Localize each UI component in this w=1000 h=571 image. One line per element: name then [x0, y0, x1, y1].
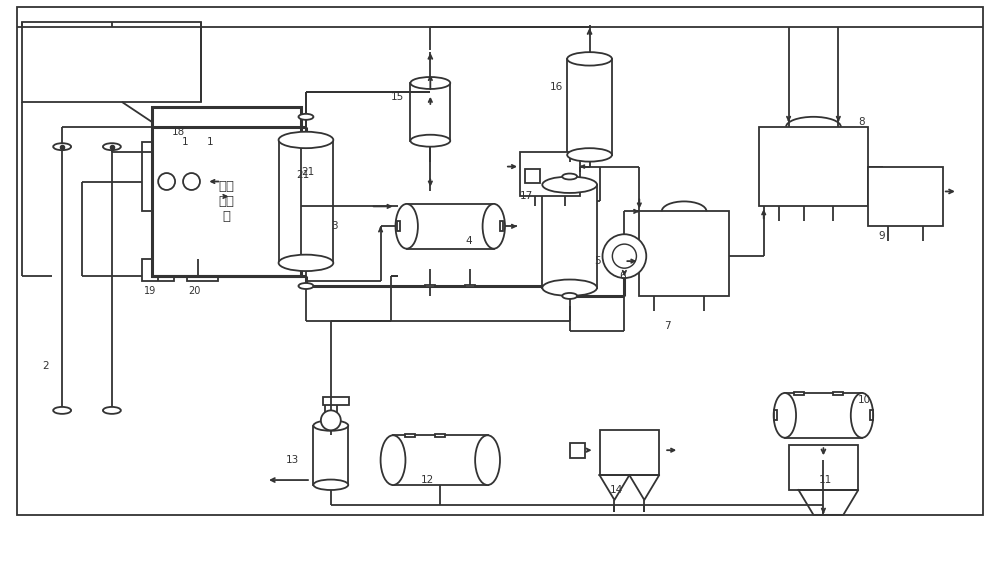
Text: 4: 4: [465, 236, 472, 246]
Bar: [774, 411, 777, 420]
Text: 5: 5: [595, 256, 601, 266]
Bar: [279, 140, 333, 263]
Text: 7: 7: [664, 321, 671, 331]
Text: 气态
污染
物: 气态 污染 物: [218, 180, 234, 223]
Bar: [152, 107, 301, 276]
Text: 8: 8: [858, 117, 865, 127]
Ellipse shape: [410, 135, 450, 147]
Circle shape: [158, 173, 175, 190]
Bar: [425, 284, 435, 287]
Bar: [868, 167, 943, 226]
Text: 21: 21: [296, 170, 309, 179]
Bar: [313, 425, 348, 485]
Bar: [22, 22, 201, 102]
Text: 13: 13: [286, 455, 299, 465]
Ellipse shape: [381, 435, 405, 485]
Ellipse shape: [298, 283, 313, 289]
Ellipse shape: [103, 143, 121, 150]
Ellipse shape: [321, 411, 341, 431]
Bar: [397, 222, 400, 231]
Bar: [142, 259, 174, 281]
Text: 17: 17: [520, 191, 533, 202]
Bar: [525, 168, 540, 183]
Ellipse shape: [542, 176, 597, 193]
Text: 1: 1: [206, 136, 213, 147]
Text: 12: 12: [420, 475, 434, 485]
Ellipse shape: [313, 420, 348, 431]
Text: 9: 9: [878, 231, 885, 241]
Text: 21: 21: [301, 167, 314, 176]
Bar: [435, 434, 445, 437]
Ellipse shape: [410, 77, 450, 89]
Bar: [142, 142, 231, 211]
Bar: [393, 435, 488, 485]
Ellipse shape: [279, 132, 333, 148]
Bar: [794, 392, 804, 395]
Bar: [405, 434, 415, 437]
Bar: [17, 7, 983, 515]
Bar: [465, 284, 475, 287]
Ellipse shape: [103, 407, 121, 414]
Ellipse shape: [475, 435, 500, 485]
Ellipse shape: [567, 148, 612, 162]
Circle shape: [602, 234, 646, 278]
Bar: [542, 185, 597, 288]
Bar: [500, 222, 503, 231]
Bar: [870, 411, 873, 420]
Bar: [567, 59, 612, 155]
Ellipse shape: [562, 293, 577, 299]
Bar: [221, 176, 301, 236]
Ellipse shape: [396, 204, 418, 249]
Ellipse shape: [542, 280, 597, 296]
Text: 20: 20: [189, 286, 201, 296]
Text: 2: 2: [42, 360, 49, 371]
Bar: [639, 211, 729, 296]
Circle shape: [183, 173, 200, 190]
Bar: [759, 127, 868, 206]
Ellipse shape: [567, 52, 612, 66]
Text: 19: 19: [144, 286, 156, 296]
Bar: [187, 259, 218, 281]
Bar: [410, 83, 450, 140]
Ellipse shape: [562, 174, 577, 179]
Text: 15: 15: [391, 92, 404, 102]
Text: 18: 18: [172, 127, 185, 136]
Bar: [600, 431, 659, 475]
Text: 1: 1: [182, 136, 188, 147]
Text: 14: 14: [609, 485, 623, 495]
Ellipse shape: [313, 480, 348, 490]
Bar: [520, 152, 580, 196]
Circle shape: [612, 244, 636, 268]
Bar: [785, 393, 862, 438]
Ellipse shape: [483, 204, 505, 249]
Text: 16: 16: [550, 82, 563, 92]
Text: 3: 3: [331, 222, 337, 231]
Bar: [833, 392, 843, 395]
Ellipse shape: [298, 114, 313, 120]
Ellipse shape: [279, 255, 333, 271]
Ellipse shape: [53, 407, 71, 414]
Ellipse shape: [851, 393, 873, 438]
Ellipse shape: [53, 143, 71, 150]
Bar: [323, 397, 349, 405]
Text: 10: 10: [858, 395, 871, 405]
Text: 6: 6: [619, 271, 626, 281]
Bar: [789, 445, 858, 490]
Bar: [407, 204, 494, 249]
Ellipse shape: [774, 393, 796, 438]
Text: 11: 11: [818, 475, 832, 485]
Bar: [570, 443, 585, 458]
